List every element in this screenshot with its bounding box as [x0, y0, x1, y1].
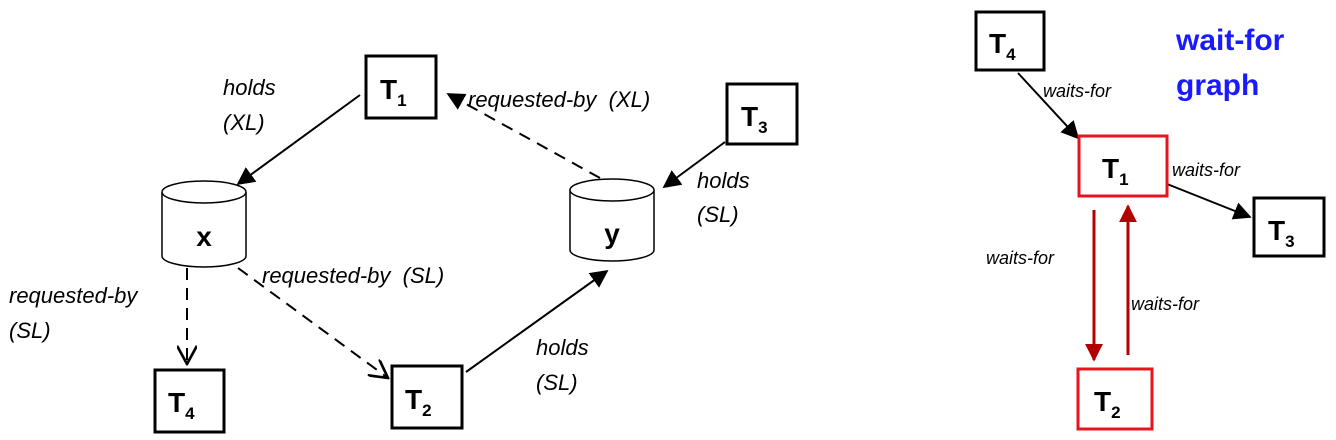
resource-y-label: y — [604, 218, 620, 249]
label-t3-y-holds: holds — [697, 168, 750, 193]
wfg-node-t1-box — [1077, 134, 1169, 198]
wfg-node-t3-label: T3 — [1268, 215, 1295, 251]
wfg-node-t4-box — [974, 10, 1046, 72]
wait-for-graph: wait-for graph waits-for waits-for waits… — [974, 10, 1326, 431]
lock-graph: holds (XL) requested-by (XL) holds (SL) … — [9, 54, 799, 434]
node-t1-box — [364, 54, 438, 120]
label-t1-x-holds: holds — [223, 75, 276, 100]
wfg-node-t3-box — [1252, 196, 1326, 258]
label-y-t1-requested: requested-by (XL) — [468, 87, 650, 112]
label-x-t4-mode: (SL) — [9, 318, 51, 343]
wfg-label-t2-t1: waits-for — [1131, 294, 1200, 314]
edge-x-requested-by-t2 — [237, 267, 388, 378]
node-t2-label: T2 — [405, 384, 432, 420]
cylinder-y-body — [569, 190, 655, 262]
node-t1: T1 — [364, 54, 438, 120]
wfg-edge-t1-t3 — [1156, 179, 1252, 220]
cylinder-x-body — [161, 192, 247, 268]
edge-t2-holds-y — [465, 269, 609, 373]
node-t4-box — [153, 368, 226, 434]
label-t2-y-holds: holds — [536, 335, 589, 360]
node-t4: T4 — [153, 368, 226, 434]
resource-x: x — [161, 180, 247, 268]
cylinder-x-top — [161, 180, 247, 204]
wfg-node-t2-label: T2 — [1094, 386, 1121, 422]
edge-t3-holds-y — [662, 141, 726, 189]
wfg-label-t1-t3: waits-for — [1172, 160, 1241, 180]
wfg-edge-t4-t1 — [1017, 72, 1080, 140]
wfg-label-t4-t1: waits-for — [1043, 81, 1112, 101]
node-t1-label: T1 — [380, 74, 407, 110]
node-t2: T2 — [390, 364, 464, 430]
node-t4-label: T4 — [168, 387, 195, 423]
label-t2-y-mode: (SL) — [536, 370, 578, 395]
wait-for-title-line1: wait-for — [1175, 24, 1285, 57]
node-t2-box — [390, 364, 464, 430]
label-t3-y-mode: (SL) — [697, 202, 739, 227]
resource-x-label: x — [196, 221, 212, 252]
wfg-node-t2-box — [1076, 367, 1154, 431]
wfg-node-t2: T2 — [1076, 367, 1154, 431]
edge-y-requested-by-t1 — [446, 93, 601, 179]
wfg-node-t4: T4 — [974, 10, 1046, 72]
wait-for-title-line2: graph — [1176, 69, 1259, 102]
node-t3-label: T3 — [741, 101, 768, 137]
node-t3-box — [725, 82, 799, 146]
wfg-node-t4-label: T4 — [989, 28, 1016, 64]
wfg-node-t1-label: T1 — [1102, 153, 1129, 189]
wfg-node-t1: T1 — [1077, 134, 1169, 198]
resource-y: y — [569, 178, 655, 262]
wfg-node-t3: T3 — [1252, 196, 1326, 258]
cylinder-y-top — [569, 178, 655, 202]
label-t1-x-mode: (XL) — [223, 110, 265, 135]
edge-t1-holds-x — [236, 94, 361, 186]
node-t3: T3 — [725, 82, 799, 146]
label-x-t2-requested: requested-by (SL) — [262, 263, 444, 288]
wfg-label-t1-t2: waits-for — [986, 248, 1055, 268]
label-x-t4-requested: requested-by — [9, 283, 139, 308]
